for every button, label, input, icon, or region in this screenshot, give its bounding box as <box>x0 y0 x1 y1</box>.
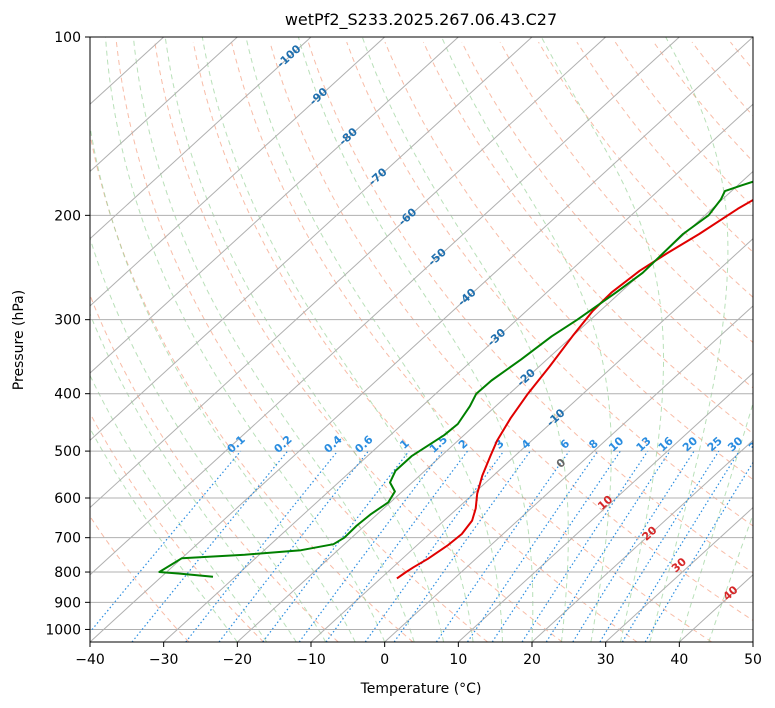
dry-adiabat-line <box>499 41 753 344</box>
x-tick-label: −10 <box>296 652 326 668</box>
isotherm-line <box>531 439 753 642</box>
moist-adiabat-line <box>649 37 729 642</box>
y-tick-label: 300 <box>54 313 81 329</box>
mixing-ratio-line <box>131 450 289 642</box>
dry-adiabat-line <box>538 41 753 298</box>
dry-adiabat-line <box>90 515 190 642</box>
moist-adiabat-line <box>90 236 327 642</box>
x-tick-label: −30 <box>149 652 179 668</box>
isotherm-line <box>384 305 753 642</box>
dry-adiabat-line <box>115 42 488 642</box>
moist-adiabat-line <box>245 37 503 642</box>
moist-adiabat-line <box>90 123 356 642</box>
mixing-ratio-line <box>393 450 531 642</box>
moist-adiabat-line <box>441 37 612 642</box>
moist-adiabat-line <box>678 401 753 642</box>
dry-adiabat-line <box>192 42 638 642</box>
x-axis-ticks: −40 −30 −20 −10 0 10 20 30 40 50 <box>75 642 762 668</box>
moist-adiabat-line <box>361 37 569 642</box>
dry-adiabat-line <box>90 412 264 642</box>
isotherm-line <box>90 37 753 642</box>
y-tick-label: 700 <box>54 531 81 547</box>
mixing-ratio-label: 36 <box>746 434 766 454</box>
mixing-ratio-line <box>185 450 339 642</box>
dewpoint-profile-line <box>158 180 753 578</box>
y-tick-label: 1000 <box>45 622 81 638</box>
moist-adiabat-line <box>105 37 386 642</box>
moist-adiabat-line <box>90 312 297 642</box>
x-tick-label: 0 <box>380 652 389 668</box>
isotherm-line <box>310 237 753 642</box>
mixing-ratio-line <box>90 450 242 633</box>
dry-adiabat-line <box>90 293 339 642</box>
x-tick-label: −20 <box>223 652 253 668</box>
mixing-ratio-line <box>325 450 468 642</box>
y-axis-ticks: 100 200 300 400 500 600 700 800 900 1000 <box>45 30 90 638</box>
mixing-ratio-line <box>521 450 649 642</box>
moist-adiabat-line <box>297 37 534 642</box>
isotherm-line <box>90 37 680 576</box>
isotherm-line <box>605 506 753 642</box>
mixing-ratio-line <box>491 450 621 642</box>
mixing-ratio-line <box>262 450 410 642</box>
mixing-ratio-line <box>298 450 444 642</box>
background-lines <box>90 37 753 642</box>
moist-adiabat-line <box>90 374 268 642</box>
x-tick-label: −40 <box>75 652 105 668</box>
mixing-ratio-line <box>466 450 599 642</box>
temperature-profile-line <box>396 198 753 580</box>
isotherm-line <box>90 37 238 173</box>
y-tick-label: 500 <box>54 444 81 460</box>
mixing-ratio-line <box>545 450 671 642</box>
moist-adiabat-line <box>90 427 238 642</box>
isotherm-line <box>457 372 753 642</box>
x-tick-label: 20 <box>523 652 541 668</box>
mixing-ratio-line <box>621 450 740 642</box>
y-tick-label: 800 <box>54 565 81 581</box>
y-tick-label: 200 <box>54 208 81 224</box>
profile-lines <box>158 180 753 580</box>
mixing-ratio-line <box>435 450 570 642</box>
x-tick-label: 50 <box>744 652 762 668</box>
plot-frame <box>89 36 754 643</box>
x-axis-label: Temperature (°C) <box>360 681 482 697</box>
isotherm-line <box>90 37 607 509</box>
isotherm-line <box>90 37 312 240</box>
dry-adiabat-line <box>154 42 563 642</box>
y-axis-label: Pressure (hPa) <box>11 290 27 390</box>
dry-adiabat-line <box>269 41 753 622</box>
y-tick-label: 900 <box>54 595 81 611</box>
mixing-ratio-line <box>364 450 505 642</box>
mixing-ratio-line <box>572 450 695 642</box>
isotherm-line <box>163 103 753 642</box>
moist-adiabat-line <box>164 37 445 642</box>
dry-adiabat-line <box>384 41 753 481</box>
isotherm-line <box>90 37 386 307</box>
dry-adiabat-line <box>90 131 414 642</box>
isotherm-line <box>90 37 533 442</box>
y-tick-label: 100 <box>54 30 81 46</box>
moist-adiabat-line <box>201 37 474 642</box>
isotherm-line <box>90 37 459 374</box>
x-tick-label: 40 <box>670 652 688 668</box>
x-tick-label: 10 <box>449 652 467 668</box>
y-tick-label: 600 <box>54 491 81 507</box>
dry-adiabat-line <box>307 41 753 574</box>
x-tick-label: 30 <box>597 652 615 668</box>
y-tick-label: 400 <box>54 387 81 403</box>
chart-title: wetPf2_S233.2025.267.06.43.C27 <box>285 10 557 30</box>
